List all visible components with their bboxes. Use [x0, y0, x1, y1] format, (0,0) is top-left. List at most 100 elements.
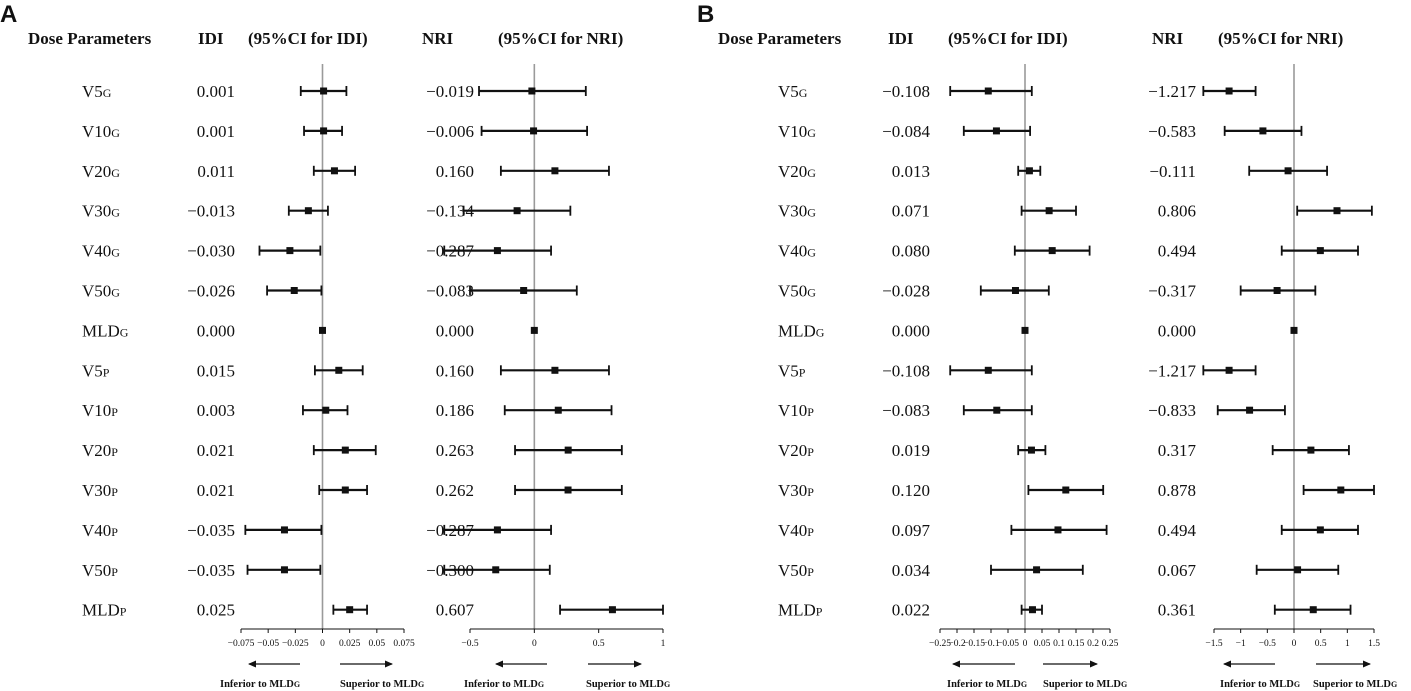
row-label-sub-A-13: P	[120, 605, 127, 619]
row-label-base-A-2: V20	[82, 162, 111, 181]
nri-tick-label-B-4: 0.5	[1315, 639, 1327, 649]
idi-point-A-2	[330, 167, 338, 175]
nri-value-B-9: 0.317	[1158, 441, 1197, 460]
nri-value-A-9: 0.263	[436, 441, 474, 460]
row-label-sub-A-5: G	[111, 286, 120, 300]
nri-value-B-2: −0.111	[1149, 162, 1196, 181]
idi-value-A-7: 0.015	[197, 361, 235, 380]
nri-point-B-0	[1225, 87, 1233, 95]
row-label-B-9: V20P	[778, 441, 814, 460]
row-label-sub-A-9: P	[111, 445, 118, 459]
row-label-B-11: V40P	[778, 521, 814, 540]
idi-value-B-11: 0.097	[892, 521, 931, 540]
idi-value-A-12: −0.035	[187, 561, 235, 580]
idi-point-A-8	[322, 406, 330, 414]
nri-tick-label-A-1: 0	[532, 639, 537, 649]
nri-inferior-sub-B: G	[1294, 680, 1300, 689]
idi-tick-label-B-1: −0.2	[948, 639, 965, 649]
row-label-sub-A-2: G	[111, 166, 120, 180]
idi-tick-label-B-5: 0	[1023, 639, 1028, 649]
nri-point-B-11	[1316, 526, 1324, 534]
nri-value-A-2: 0.160	[436, 162, 474, 181]
idi-value-B-9: 0.019	[892, 441, 930, 460]
nri-value-B-7: −1.217	[1148, 361, 1196, 380]
idi-point-B-12	[1033, 566, 1041, 574]
row-label-base-B-2: V20	[778, 162, 807, 181]
nri-inferior-text-B: Inferior to MLD	[1220, 679, 1294, 690]
idi-inferior-sub-B: G	[1021, 680, 1027, 689]
nri-point-A-13	[608, 606, 616, 614]
idi-point-A-3	[304, 207, 312, 215]
header-idi-ci-B: (95%CI for IDI)	[948, 29, 1068, 48]
nri-tick-label-B-6: 1.5	[1368, 639, 1380, 649]
nri-point-A-11	[493, 526, 501, 534]
nri-value-B-3: 0.806	[1158, 202, 1196, 221]
idi-value-B-8: −0.083	[882, 401, 930, 420]
idi-point-B-9	[1027, 446, 1035, 454]
header-dose-parameters-B: Dose Parameters	[718, 29, 842, 48]
row-label-B-3: V30G	[778, 202, 816, 221]
nri-tick-label-A-2: 0.5	[593, 639, 605, 649]
idi-point-B-13	[1028, 606, 1036, 614]
nri-value-A-7: 0.160	[436, 361, 474, 380]
idi-superior-text-B: Superior to MLD	[1043, 679, 1121, 690]
idi-point-B-8	[993, 406, 1001, 414]
header-nri-B: NRI	[1152, 29, 1184, 48]
nri-value-A-13: 0.607	[436, 601, 475, 620]
idi-value-A-8: 0.003	[197, 401, 235, 420]
idi-inferior-text-B: Inferior to MLD	[947, 679, 1021, 690]
nri-point-A-12	[492, 566, 500, 574]
row-label-B-2: V20G	[778, 162, 816, 181]
row-label-A-7: V5P	[82, 361, 110, 380]
nri-tick-label-B-0: −1.5	[1205, 639, 1222, 649]
row-label-sub-B-10: P	[807, 485, 814, 499]
row-label-sub-A-3: G	[111, 206, 120, 220]
nri-point-A-1	[530, 127, 538, 135]
row-label-sub-A-12: P	[111, 565, 118, 579]
nri-tick-label-A-3: 1	[661, 639, 666, 649]
nri-value-A-11: −0.287	[426, 521, 474, 540]
idi-point-A-4	[286, 247, 294, 255]
idi-inferior-label-A: Inferior to MLDG	[220, 679, 300, 690]
nri-point-A-4	[493, 247, 501, 255]
nri-tick-label-B-3: 0	[1292, 639, 1297, 649]
nri-superior-text-B: Superior to MLD	[1313, 679, 1391, 690]
idi-value-A-1: 0.001	[197, 122, 235, 141]
row-label-sub-A-8: P	[111, 405, 118, 419]
header-nri-ci-A: (95%CI for NRI)	[498, 29, 623, 48]
row-label-base-A-3: V30	[82, 202, 111, 221]
nri-point-B-12	[1294, 566, 1302, 574]
idi-tick-label-A-4: 0.025	[339, 639, 361, 649]
row-label-B-8: V10P	[778, 401, 814, 420]
row-label-A-12: V50P	[82, 561, 118, 580]
row-label-B-13: MLDP	[778, 601, 823, 620]
row-label-B-12: V50P	[778, 561, 814, 580]
row-label-A-13: MLDP	[82, 601, 127, 620]
row-label-base-A-0: V5	[82, 82, 103, 101]
nri-inferior-text-A: Inferior to MLD	[464, 679, 538, 690]
nri-point-B-2	[1284, 167, 1292, 175]
idi-tick-label-B-8: 0.15	[1068, 639, 1085, 649]
row-label-sub-B-3: G	[807, 206, 816, 220]
header-nri-A: NRI	[422, 29, 454, 48]
idi-value-B-2: 0.013	[892, 162, 930, 181]
nri-point-B-3	[1333, 207, 1341, 215]
idi-point-B-10	[1062, 486, 1070, 494]
idi-value-A-9: 0.021	[197, 441, 235, 460]
idi-tick-label-B-4: −0.05	[997, 639, 1019, 649]
idi-tick-label-B-0: −0.25	[929, 639, 951, 649]
row-label-B-6: MLDG	[778, 321, 825, 340]
idi-superior-label-B: Superior to MLDG	[1043, 679, 1127, 690]
row-label-sub-A-0: G	[103, 86, 112, 100]
row-label-A-4: V40G	[82, 242, 120, 261]
row-label-sub-B-13: P	[816, 605, 823, 619]
row-label-sub-B-2: G	[807, 166, 816, 180]
nri-value-B-12: 0.067	[1158, 561, 1197, 580]
nri-point-B-9	[1307, 446, 1315, 454]
row-label-base-B-11: V40	[778, 521, 807, 540]
idi-superior-sub-B: G	[1121, 680, 1127, 689]
row-label-sub-B-4: G	[807, 246, 816, 260]
row-label-A-8: V10P	[82, 401, 118, 420]
idi-tick-label-B-6: 0.05	[1034, 639, 1051, 649]
row-label-B-1: V10G	[778, 122, 816, 141]
